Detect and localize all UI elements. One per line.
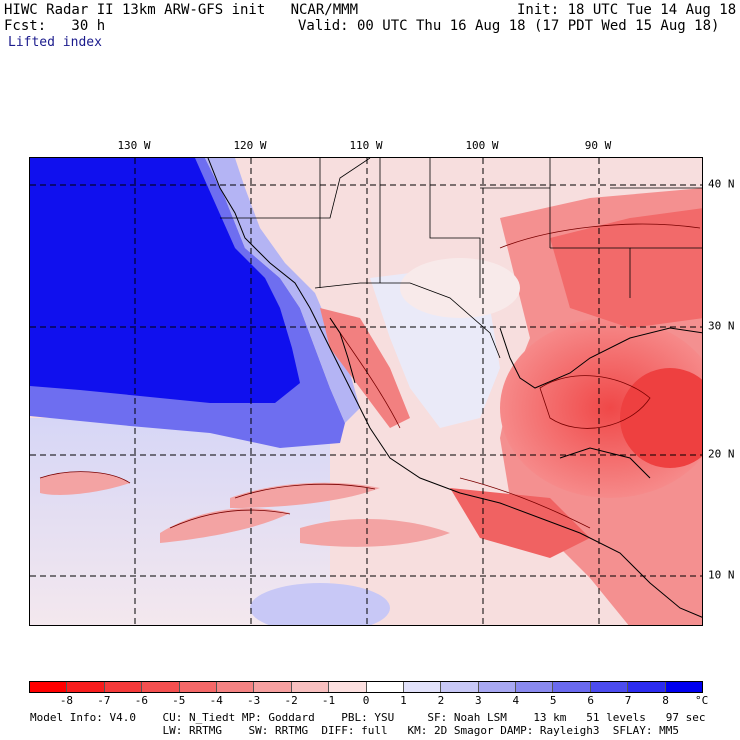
colorbar-tick-label: -8 [59,694,74,707]
colorbar-segment [67,682,105,692]
coastlines [207,158,702,618]
stable-zone-core [30,158,300,403]
lifted-index-map [29,157,703,626]
colorbar-tick-label: 6 [587,694,594,707]
colorbar-tick-label: 2 [437,694,445,707]
colorbar-tick-label: -3 [247,694,261,707]
colorbar-segment [216,682,255,692]
colorbar-tick-label: 4 [512,694,520,707]
colorbar [29,681,703,693]
colorbar-segment [665,682,703,692]
coastal-stable-strip [205,158,360,423]
valid-time: Valid: 00 UTC Thu 16 Aug 18 (17 PDT Wed … [298,18,720,34]
colorbar-tick-label: -2 [284,694,298,707]
lon-label-120w: 120 W [233,139,267,152]
unstable-central-america [450,488,590,558]
colorbar-tick-label: -4 [209,694,223,707]
colorbar-segment [329,682,367,692]
political-borders [220,158,702,359]
unstable-sierra-madre [320,308,410,428]
lat-label-40n: 40 N [708,177,735,191]
colorbar-tick-label: -6 [134,694,148,707]
field-name: Lifted index [8,35,102,50]
latlon-grid [30,158,702,625]
colorbar-segment [478,682,517,692]
init-time: Init: 18 UTC Tue 14 Aug 18 [517,2,737,18]
lon-label-90w: 90 W [584,139,612,152]
colorbar-segment [628,682,666,692]
colorbar-segment [291,682,330,692]
model-title: HIWC Radar II 13km ARW-GFS init NCAR/MMM [4,2,359,18]
colorbar-tick-label: -1 [321,694,336,707]
lat-label-30n: 30 N [708,319,735,333]
colorbar-tick-label: 1 [400,694,407,707]
colorbar-segment [142,682,180,692]
unstable-plains [550,208,702,328]
colorbar-segment [179,682,217,692]
colorbar-segment [590,682,629,692]
colorbar-tick-label: 7 [624,694,632,707]
lon-label-110w: 110 W [349,139,383,152]
colorbar-tick-label: -5 [172,694,186,707]
south-stable-patch [250,583,390,625]
lon-label-130w: 130 W [117,139,151,152]
model-info-line1: Model Info: V4.0 CU: N_Tiedt MP: Goddard… [30,711,706,724]
colorbar-segment [254,682,292,692]
colorbar-segment [104,682,143,692]
lat-label-10n: 10 N [708,568,735,582]
lon-label-100w: 100 W [465,139,499,152]
forecast-hour: Fcst: 30 h [4,18,106,34]
colorbar-tick-label: 5 [549,694,557,707]
lat-label-20n: 20 N [708,447,735,461]
colorbar-segment [366,682,404,692]
contour-lines [39,223,701,529]
colorbar-tick-label: 8 [662,694,669,707]
colorbar-segment [30,682,68,692]
colorbar-tick-label: -7 [97,694,111,707]
colorbar-segment [516,682,554,692]
colorbar-unit: °C [695,694,709,707]
neutral-southwest [400,258,520,318]
colorbar-segment [553,682,591,692]
model-info-line2: LW: RRTMG SW: RRTMG DIFF: full KM: 2D Sm… [30,724,680,737]
unstable-caribbean-core [620,368,702,468]
colorbar-segment [403,682,442,692]
colorbar-tick-label: 0 [362,694,370,707]
map-canvas [30,158,702,625]
colorbar-segment [441,682,479,692]
colorbar-tick-label: 3 [475,694,482,707]
